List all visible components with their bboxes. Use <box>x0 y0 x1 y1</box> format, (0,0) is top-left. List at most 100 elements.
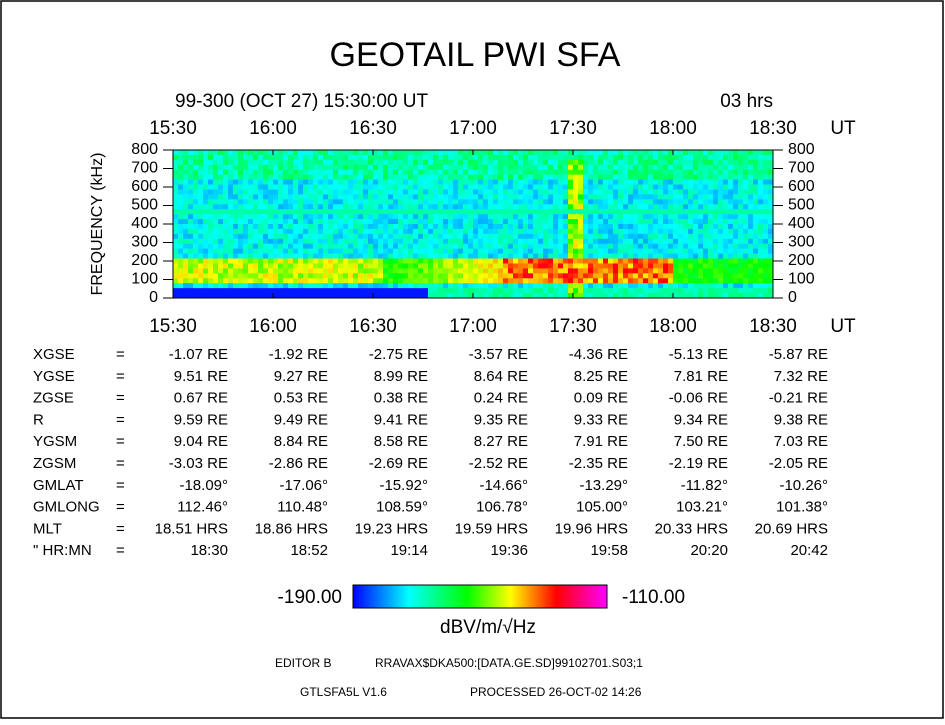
spectrogram-cell <box>233 150 239 156</box>
spectrogram-cell <box>713 258 719 264</box>
spectrogram-cell <box>453 283 459 289</box>
spectrogram-cell <box>423 204 429 210</box>
spectrogram-cell <box>438 253 444 260</box>
spectrogram-cell <box>348 150 354 156</box>
spectrogram-cell <box>213 189 219 195</box>
spectrogram-cell <box>593 209 599 215</box>
spectrogram-cell <box>643 150 649 156</box>
spectrogram-cell <box>293 253 299 260</box>
spectrogram-cell <box>183 159 189 166</box>
spectrogram-cell <box>383 278 389 284</box>
spectrogram-cell <box>343 174 349 181</box>
spectrogram-cell <box>543 263 549 269</box>
spectrogram-cell <box>333 283 339 289</box>
spectrogram-cell <box>713 150 719 156</box>
cell: 20.69 HRS <box>755 520 828 537</box>
spectrogram-cell <box>663 209 669 215</box>
spectrogram-cell <box>328 209 334 215</box>
spectrogram-cell <box>693 278 699 284</box>
spectrogram-cell <box>633 273 639 279</box>
spectrogram-cell <box>603 253 609 260</box>
spectrogram-cell <box>418 263 424 269</box>
spectrogram-cell <box>473 293 479 299</box>
spectrogram-cell <box>238 174 244 181</box>
time-tick-label: 15:30 <box>149 118 197 139</box>
spectrogram-cell <box>678 154 684 161</box>
spectrogram-cell <box>463 263 469 269</box>
spectrogram-cell <box>383 204 389 210</box>
spectrogram-cell <box>748 248 754 255</box>
spectrogram-cell <box>628 278 634 284</box>
spectrogram-cell <box>203 154 209 161</box>
spectrogram-cell <box>348 268 354 274</box>
spectrogram-cell <box>218 179 224 186</box>
spectrogram-cell <box>353 263 359 269</box>
spectrogram-cell <box>408 214 414 220</box>
spectrogram-cell <box>453 258 459 264</box>
spectrogram-cell <box>573 214 579 220</box>
spectrogram-cell <box>183 154 189 161</box>
spectrogram-cell <box>633 174 639 181</box>
spectrogram-cell <box>193 253 199 260</box>
spectrogram-cell <box>263 233 269 240</box>
spectrogram-cell <box>548 219 554 225</box>
spectrogram-cell <box>483 184 489 190</box>
spectrogram-cell <box>443 164 449 171</box>
spectrogram-cell <box>573 209 579 215</box>
spectrogram-cell <box>733 199 739 205</box>
spectrogram-cell <box>523 224 529 230</box>
spectrogram-cell <box>268 253 274 260</box>
spectrogram-cell <box>583 169 589 176</box>
spectrogram-cell <box>478 268 484 274</box>
spectrogram-cell <box>328 228 334 235</box>
spectrogram-cell <box>608 273 614 279</box>
spectrogram-cell <box>463 293 469 299</box>
spectrogram-cell <box>218 169 224 176</box>
spectrogram-cell <box>353 164 359 171</box>
spectrogram-cell <box>498 179 504 186</box>
spectrogram-cell <box>233 233 239 240</box>
spectrogram-cell <box>323 150 329 156</box>
spectrogram-cell <box>203 293 209 299</box>
spectrogram-cell <box>633 164 639 171</box>
spectrogram-cell <box>588 258 594 264</box>
spectrogram-cell <box>183 273 189 279</box>
spectrogram-cell <box>393 184 399 190</box>
spectrogram-cell <box>458 238 464 245</box>
time-tick-label: 17:00 <box>449 118 497 139</box>
spectrogram-cell <box>263 169 269 176</box>
spectrogram-cell <box>608 243 614 250</box>
spectrogram-cell <box>173 179 179 186</box>
spectrogram-cell <box>638 214 644 220</box>
spectrogram-cell <box>738 179 744 186</box>
spectrogram-cell <box>393 199 399 205</box>
spectrogram-cell <box>538 293 544 299</box>
spectrogram-cell <box>193 228 199 235</box>
spectrogram-cell <box>208 288 214 294</box>
spectrogram-cell <box>213 194 219 200</box>
spectrogram-cell <box>188 288 194 294</box>
spectrogram-cell <box>593 293 599 299</box>
spectrogram-cell <box>668 159 674 166</box>
spectrogram-cell <box>183 150 189 156</box>
spectrogram-cell <box>343 169 349 176</box>
spectrogram-cell <box>588 293 594 299</box>
spectrogram-cell <box>453 159 459 166</box>
spectrogram-cell <box>283 189 289 195</box>
spectrogram-cell <box>398 174 404 181</box>
spectrogram-cell <box>608 233 614 240</box>
spectrogram-cell <box>753 243 759 250</box>
spectrogram-cell <box>478 278 484 284</box>
spectrogram-cell <box>573 288 579 294</box>
spectrogram-cell <box>348 214 354 220</box>
spectrogram-cell <box>753 214 759 220</box>
spectrogram-cell <box>713 243 719 250</box>
spectrogram-cell <box>513 159 519 166</box>
spectrogram-cell <box>178 228 184 235</box>
spectrogram-cell <box>523 159 529 166</box>
cell: -11.82° <box>681 477 728 494</box>
spectrogram-cell <box>253 159 259 166</box>
spectrogram-cell <box>663 243 669 250</box>
spectrogram-cell <box>713 199 719 205</box>
spectrogram-cell <box>758 174 764 181</box>
